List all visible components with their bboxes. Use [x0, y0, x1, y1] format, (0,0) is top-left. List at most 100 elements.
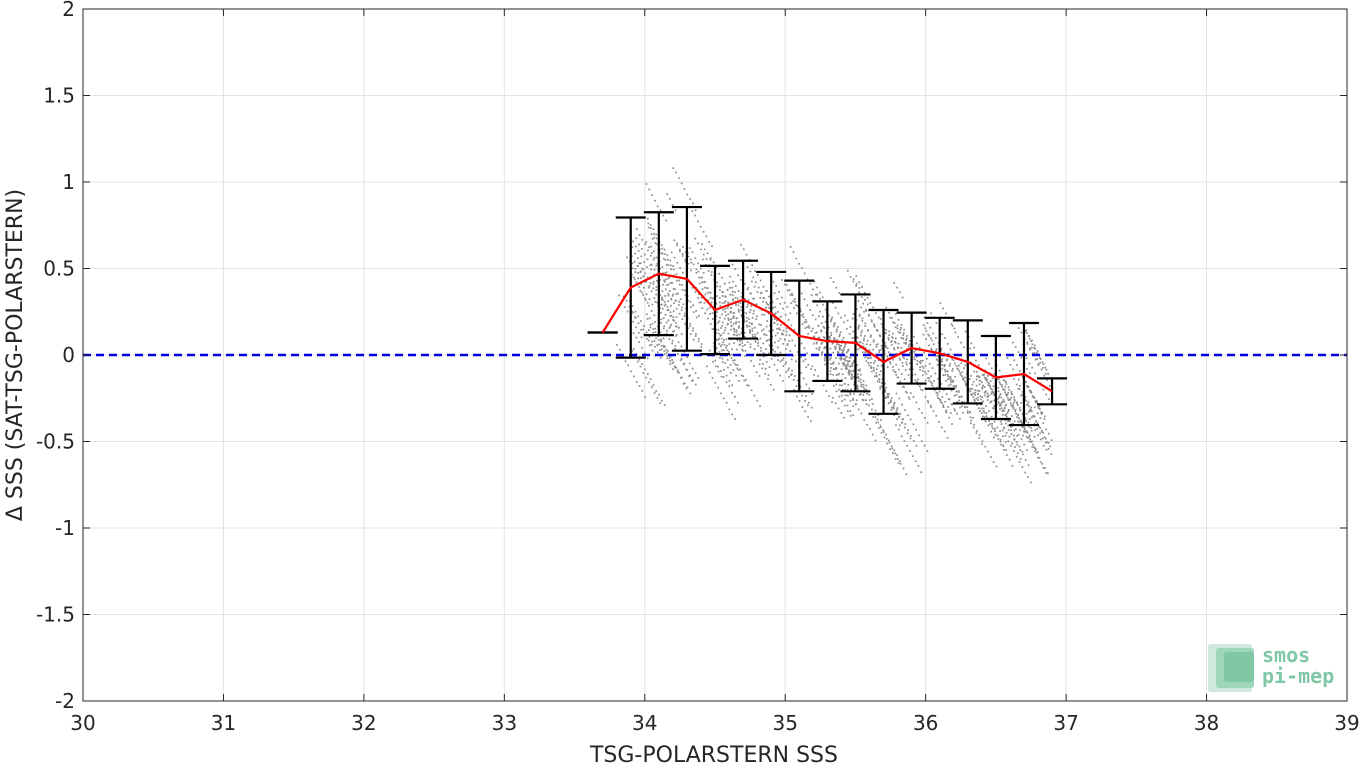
scatter-point	[715, 328, 717, 331]
scatter-point	[667, 294, 670, 297]
scatter-point	[675, 171, 677, 174]
scatter-point	[998, 381, 1001, 383]
scatter-point	[648, 298, 651, 301]
scatter-point	[635, 237, 638, 240]
scatter-point	[815, 331, 818, 334]
scatter-point	[749, 330, 751, 332]
scatter-point	[888, 441, 891, 444]
scatter-point	[899, 462, 902, 465]
scatter-point	[871, 403, 874, 405]
scatter-point	[999, 382, 1001, 385]
scatter-point	[773, 363, 776, 366]
scatter-point	[898, 424, 901, 427]
scatter-point	[652, 328, 654, 330]
scatter-point	[674, 209, 677, 212]
scatter-point	[840, 344, 843, 347]
scatter-point	[786, 343, 789, 345]
scatter-point	[1007, 429, 1010, 431]
scatter-point	[1004, 441, 1007, 443]
scatter-point	[689, 258, 692, 261]
scatter-point	[836, 328, 838, 331]
scatter-point	[795, 257, 798, 260]
scatter-point	[664, 253, 666, 256]
scatter-point	[993, 436, 995, 439]
scatter-point	[1028, 405, 1030, 408]
scatter-point	[953, 327, 956, 330]
scatter-point	[820, 330, 822, 333]
scatter-point	[1018, 388, 1021, 390]
scatter-point	[732, 317, 734, 320]
scatter-point	[1039, 427, 1042, 429]
scatter-point	[851, 373, 853, 375]
scatter-point	[651, 194, 653, 197]
scatter-point	[935, 414, 938, 417]
scatter-point	[700, 301, 702, 304]
scatter-point	[851, 317, 854, 320]
scatter-point	[852, 397, 854, 400]
scatter-point	[637, 331, 640, 334]
scatter-point	[779, 328, 782, 331]
scatter-point	[835, 330, 838, 333]
scatter-point	[878, 381, 881, 383]
scatter-point	[665, 321, 668, 324]
scatter-point	[852, 414, 854, 417]
scatter-point	[650, 290, 653, 293]
x-tick-label: 35	[772, 711, 797, 735]
scatter-point	[648, 381, 650, 384]
scatter-point	[1032, 443, 1034, 446]
scatter-point	[1027, 403, 1029, 406]
scatter-point	[758, 363, 761, 366]
scatter-point	[964, 364, 967, 367]
scatter-point	[926, 322, 929, 324]
scatter-point	[756, 274, 759, 276]
scatter-point	[890, 344, 893, 346]
scatter-point	[1031, 343, 1034, 346]
scatter-point	[973, 423, 975, 426]
scatter-point	[722, 397, 725, 400]
scatter-point	[1019, 419, 1022, 422]
scatter-point	[1004, 385, 1007, 388]
scatter-point	[778, 290, 780, 293]
scatter-point	[928, 363, 931, 365]
scatter-point	[672, 310, 675, 313]
scatter-point	[979, 403, 982, 406]
scatter-point	[1030, 410, 1033, 413]
scatter-point	[1034, 429, 1037, 431]
scatter-point	[1045, 437, 1047, 440]
scatter-point	[927, 370, 930, 373]
scatter-point	[1023, 443, 1026, 446]
scatter-point	[798, 400, 801, 402]
scatter-point	[908, 398, 911, 400]
scatter-point	[732, 315, 735, 318]
scatter-point	[1024, 396, 1027, 398]
scatter-point	[924, 327, 927, 330]
scatter-point	[689, 323, 692, 325]
scatter-point	[855, 337, 858, 339]
scatter-point	[730, 324, 733, 327]
scatter-point	[641, 363, 644, 365]
scatter-point	[864, 356, 867, 359]
scatter-point	[974, 391, 977, 394]
scatter-point	[832, 281, 835, 283]
scatter-point	[875, 375, 878, 378]
scatter-point	[830, 318, 833, 321]
scatter-point	[691, 251, 694, 253]
scatter-point	[856, 384, 859, 387]
scatter-point	[740, 313, 743, 316]
scatter-point	[915, 342, 918, 344]
scatter-point	[725, 381, 728, 384]
scatter-point	[772, 280, 775, 283]
scatter-point	[927, 377, 929, 380]
scatter-point	[1033, 397, 1036, 399]
scatter-point	[647, 226, 650, 229]
scatter-point	[746, 341, 749, 343]
scatter-point	[866, 303, 869, 306]
scatter-point	[634, 271, 637, 273]
scatter-point	[862, 345, 865, 348]
scatter-point	[894, 342, 897, 344]
scatter-point	[915, 428, 918, 431]
scatter-point	[649, 264, 652, 267]
scatter-point	[875, 374, 878, 377]
scatter-point	[1016, 401, 1018, 404]
scatter-point	[880, 419, 882, 421]
